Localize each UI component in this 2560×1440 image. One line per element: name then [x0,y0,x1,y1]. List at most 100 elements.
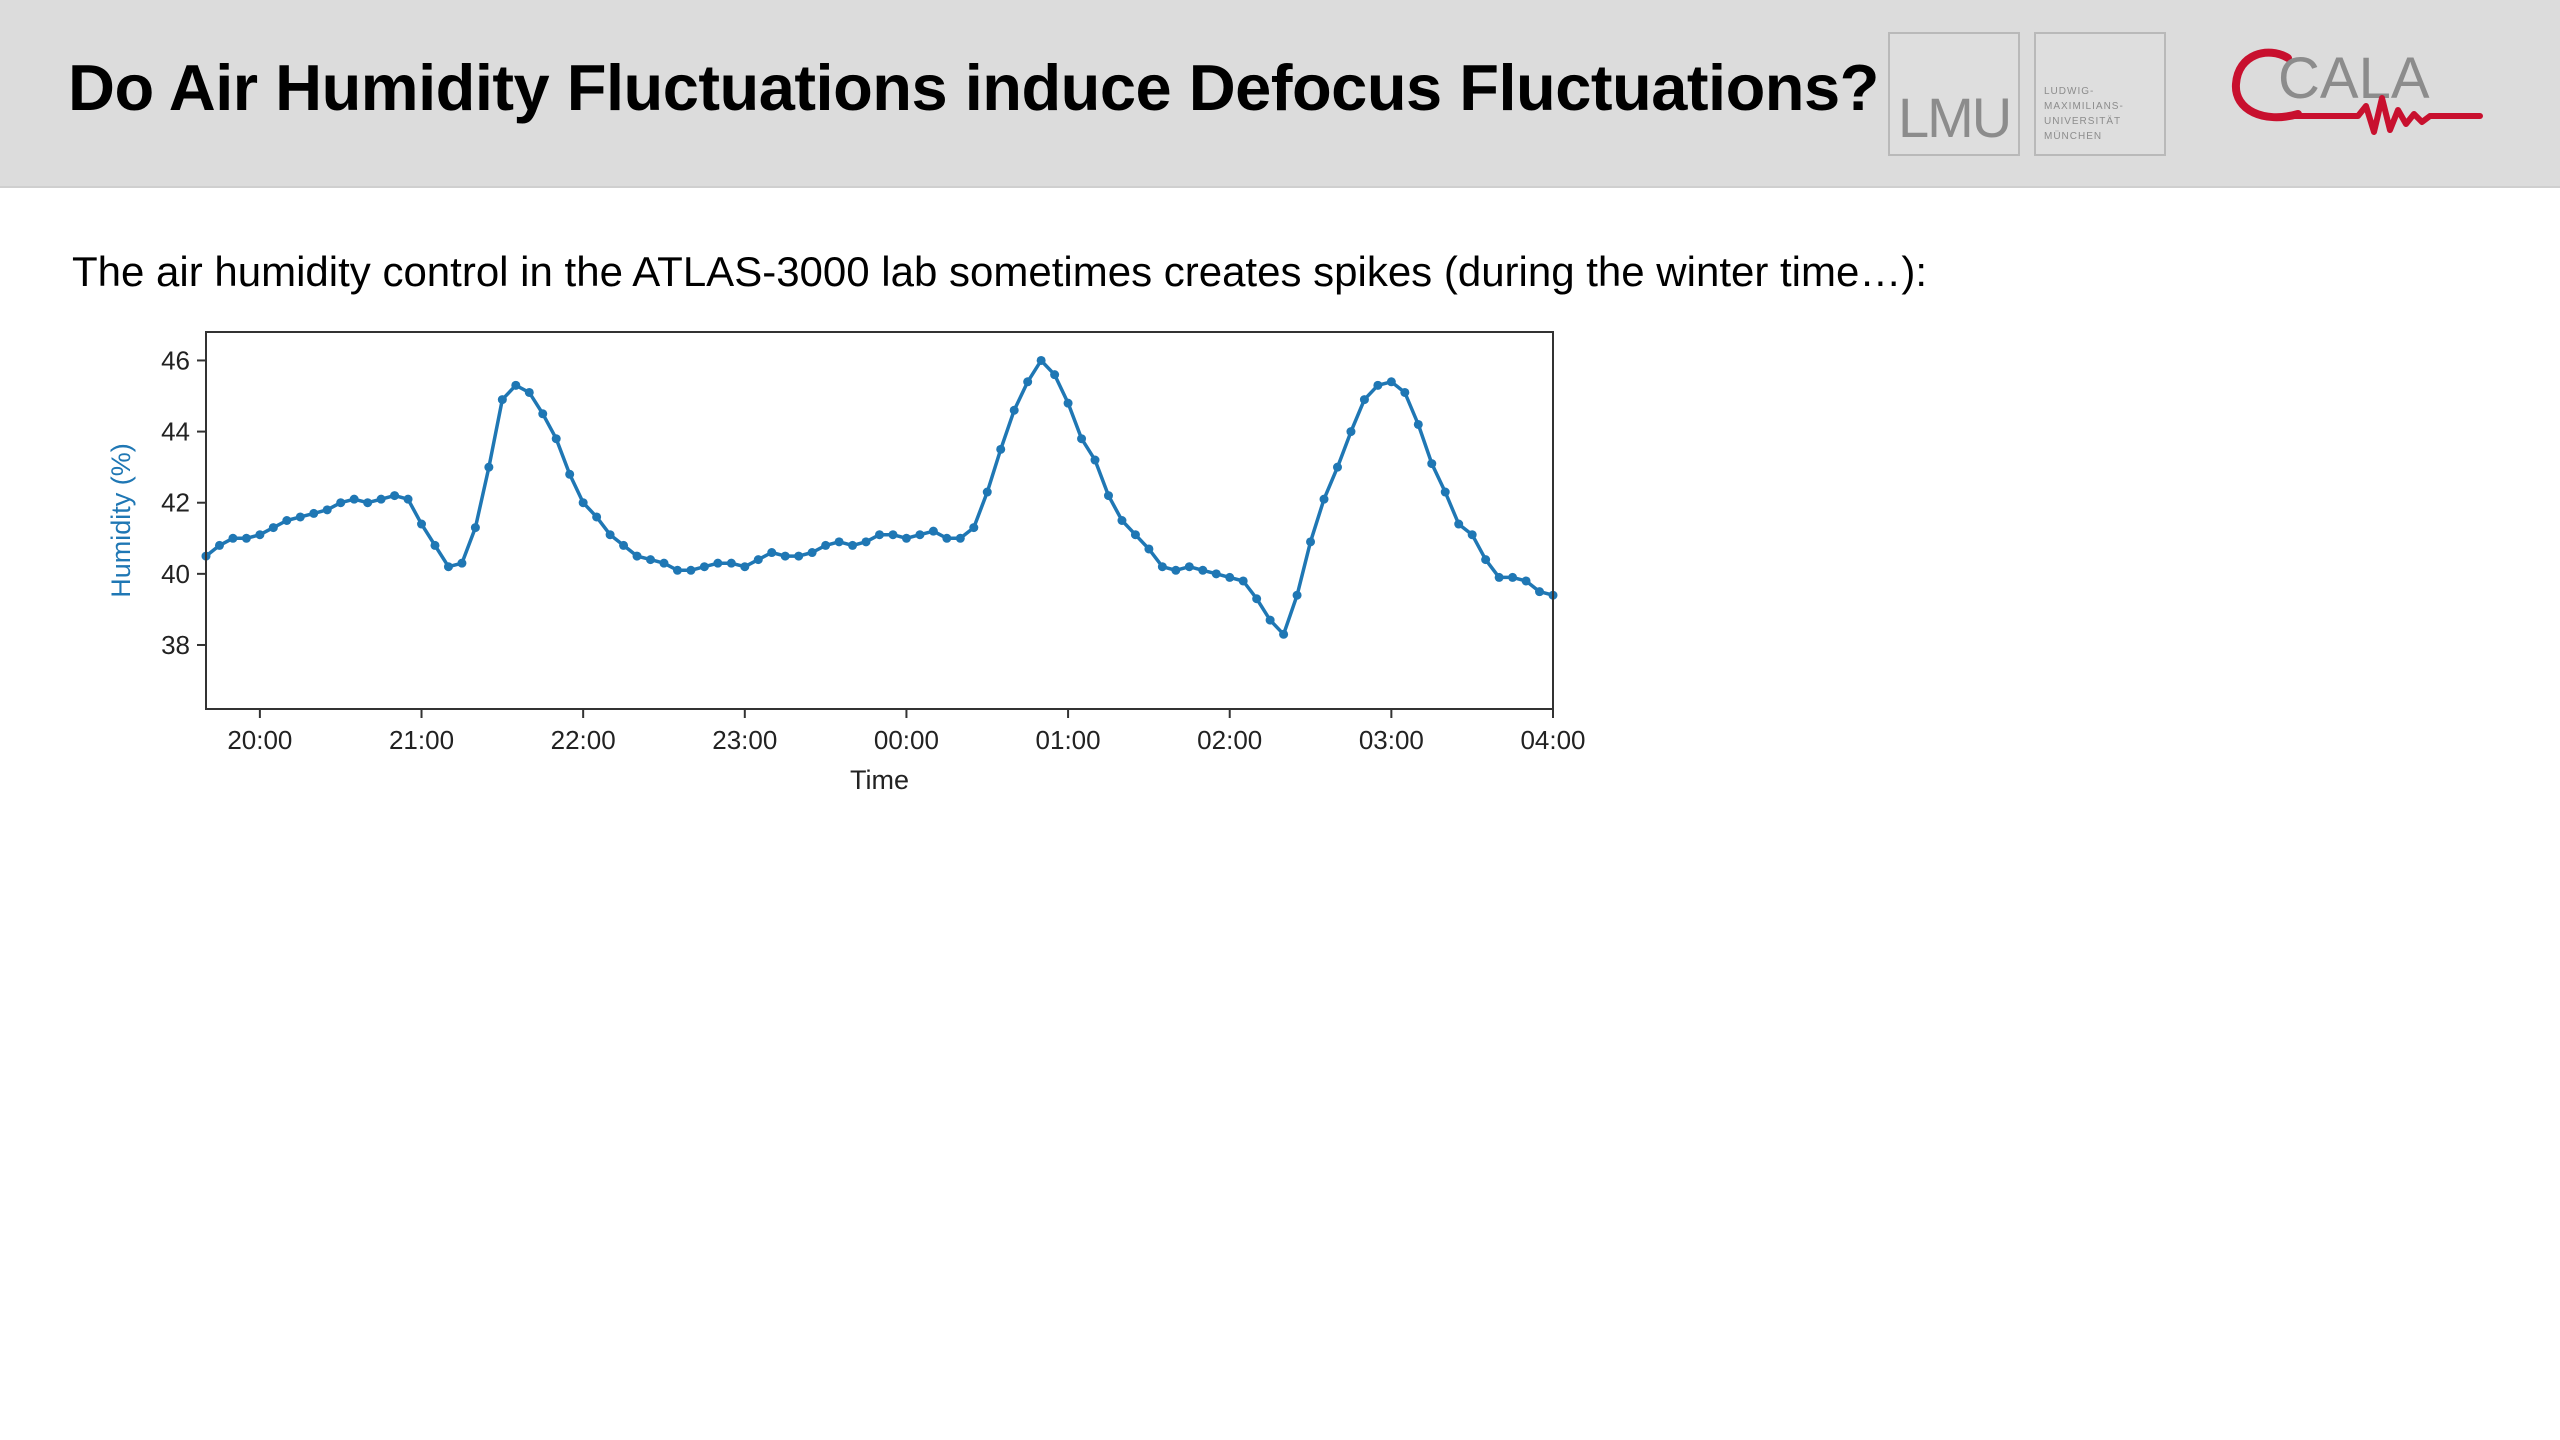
data-point [1144,544,1154,554]
data-point [901,533,911,543]
data-point [1238,576,1248,586]
data-point [1117,516,1127,525]
cala-logo: CALA [2231,48,2483,135]
data-point [1427,459,1437,469]
data-point [915,530,925,540]
data-point [1319,494,1329,504]
x-tick-label: 02:00 [1197,725,1262,755]
data-point [538,409,548,419]
lmu-wordmark: LUDWIG- MAXIMILIANS- UNIVERSITÄT MÜNCHEN [2034,32,2166,156]
lmu-wordmark-line: LUDWIG- [2044,86,2095,97]
data-point [1130,530,1140,540]
data-point [1171,565,1181,575]
data-point [511,380,521,390]
data-point [430,540,440,550]
data-point [336,498,346,508]
data-point [417,519,427,529]
data-point [888,530,898,540]
data-point [1346,427,1356,437]
data-point [484,462,494,472]
data-point [1454,519,1464,529]
data-point [1332,462,1342,472]
data-point [1373,380,1383,390]
data-point [551,434,561,444]
data-point [268,523,278,533]
lmu-wordmark-line: MAXIMILIANS- [2044,101,2124,112]
data-point [955,533,965,543]
data-point [349,494,359,504]
data-point [928,526,938,536]
data-point [497,395,507,405]
data-point [1306,537,1316,547]
data-point [767,548,777,558]
data-point [1036,355,1046,365]
data-point [1063,398,1073,408]
humidity-chart: 38 40 42 44 46 20:00 21:00 22:00 23:00 00:00 01:00… [106,331,1586,795]
data-point [322,505,332,515]
data-point [686,565,696,575]
data-point [1467,530,1477,540]
data-point [726,558,736,568]
data-point [740,562,750,572]
x-tick-label: 20:00 [227,725,292,755]
plot-frame [205,331,1554,710]
data-point [713,558,723,568]
data-point [1077,434,1087,444]
data-point [214,540,224,550]
data-point [524,387,534,397]
data-point [982,487,992,497]
data-point [1103,491,1113,501]
x-axis-label: Time [850,765,909,795]
y-tick-label: 38 [161,630,190,660]
data-point [1494,572,1504,582]
x-tick-label: 04:00 [1520,725,1585,755]
data-point [646,555,656,565]
data-point [807,548,817,558]
y-tick-label: 42 [161,488,190,518]
data-point [363,498,373,508]
data-point [632,551,642,561]
data-point [1279,629,1289,639]
data-point [282,516,292,525]
data-point [228,533,238,543]
cala-logo-text: CALA [2278,48,2430,111]
data-point [1090,455,1100,465]
data-point [996,444,1006,454]
data-point [1400,387,1410,397]
y-axis-label: Humidity (%) [106,443,136,598]
data-point [457,558,467,568]
slide-header: Do Air Humidity Fluctuations induce Defo… [0,0,2560,188]
data-point [1225,572,1235,582]
y-tick-label: 46 [161,345,190,375]
data-point [1535,587,1545,597]
data-point [592,512,602,522]
lmu-logo: LMU [1888,32,2020,156]
slide-subtitle: The air humidity control in the ATLAS-30… [72,248,1928,295]
data-point [295,512,305,522]
data-point [1359,395,1369,405]
data-point [794,551,804,561]
data-point [470,523,480,533]
x-tick-label: 00:00 [874,725,939,755]
data-point [255,530,265,540]
data-point [1265,615,1275,625]
data-point [821,540,831,550]
data-point [443,562,453,572]
data-point [565,469,575,479]
x-tick-label: 01:00 [1036,725,1101,755]
data-point [848,540,858,550]
data-point [672,565,682,575]
data-point [1184,562,1194,572]
data-point [1050,370,1060,380]
data-point [834,537,844,547]
data-point [605,530,615,540]
data-point [376,494,386,504]
data-point [1440,487,1450,497]
data-point [1386,377,1396,387]
x-tick-label: 22:00 [551,725,616,755]
y-tick-label: 40 [161,559,190,589]
x-tick-label: 03:00 [1359,725,1424,755]
y-tick-label: 44 [161,417,190,447]
data-point [403,494,413,504]
data-point [1198,565,1208,575]
